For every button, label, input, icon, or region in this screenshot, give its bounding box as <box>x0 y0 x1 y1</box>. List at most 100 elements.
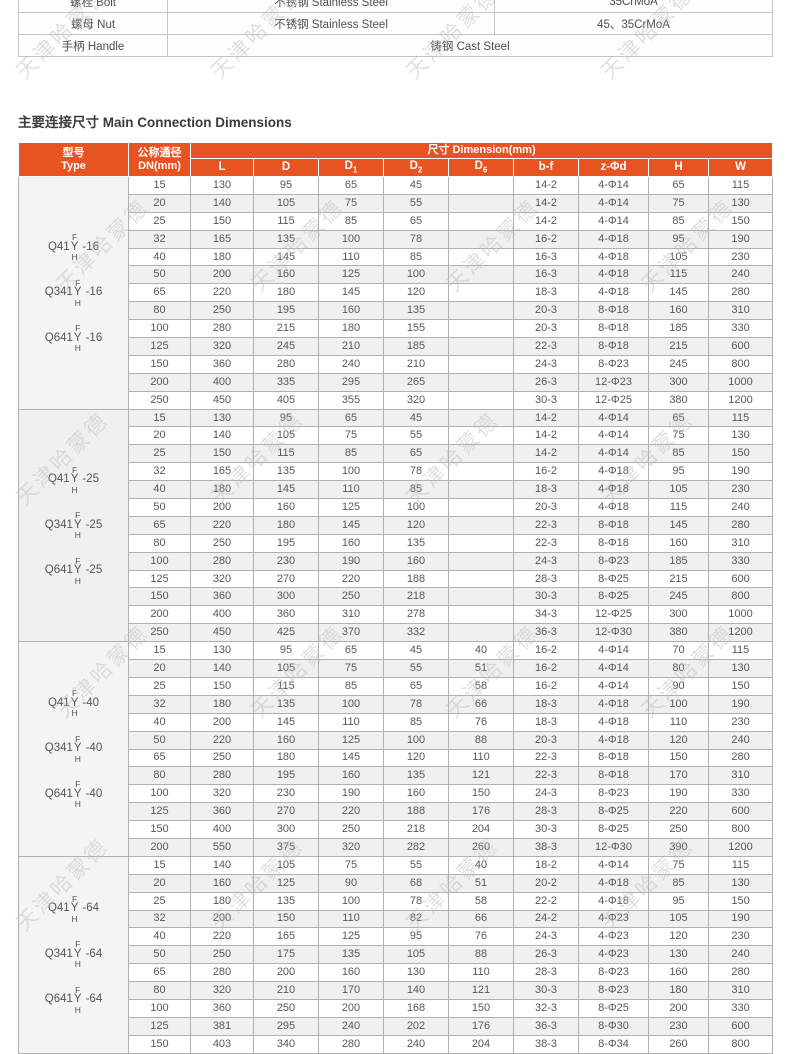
dim-cell: 202 <box>383 1016 449 1036</box>
model-letter: F <box>75 939 81 950</box>
model-letter: H <box>74 959 81 970</box>
dim-cell: 310 <box>707 981 774 1000</box>
dim-cell: 370 <box>318 623 384 643</box>
dim-cell: 14-2 <box>513 193 579 213</box>
dim-cell: 110 <box>648 712 709 732</box>
dim-cell: 240 <box>707 945 774 965</box>
dn-cell: 125 <box>128 569 191 589</box>
dim-cell: 40 <box>448 641 514 661</box>
dim-cell: 170 <box>648 766 709 786</box>
model-label: Q41 F Y H -25 <box>48 466 99 495</box>
dim-cell: 295 <box>318 372 384 392</box>
table-row: Q41 F Y H -25 Q341 F Y H -25 Q641 F Y H -25 15 130 95 65 45… <box>18 408 774 643</box>
dim-cell: 800 <box>707 820 774 839</box>
table-row: 80 250 195 160 135 22-3 8-Φ18 160 310 <box>19 533 774 553</box>
dim-cell: 14-2 <box>513 176 579 195</box>
dim-cell: 18-3 <box>513 694 579 714</box>
dim-cell: 230 <box>707 712 774 732</box>
dn-cell: 50 <box>128 265 191 285</box>
dim-cell: 4-Φ18 <box>578 873 649 893</box>
dim-cell: 240 <box>707 498 774 517</box>
dim-cell: 190 <box>707 909 774 929</box>
dim-cell: 330 <box>707 551 774 571</box>
table-row: 20 140 105 75 55 51 16-2 4-Φ14 80 130 <box>19 659 774 678</box>
dim-cell: 38-3 <box>513 837 579 857</box>
dim-cell: 332 <box>383 623 449 643</box>
model-letter: H <box>71 708 78 719</box>
dim-cell: 204 <box>448 820 514 839</box>
dim-cell: 150 <box>707 676 774 696</box>
dim-cell: 75 <box>318 855 384 875</box>
dim-cell <box>448 480 514 500</box>
dim-cell: 280 <box>707 748 774 768</box>
dim-cell <box>448 283 514 303</box>
dim-cell: 75 <box>318 426 384 446</box>
dn-cell: 50 <box>128 945 191 965</box>
table-row: 32 165 135 100 78 16-2 4-Φ18 95 190 <box>19 462 774 482</box>
model-letter: H <box>74 343 81 354</box>
dim-cell: 240 <box>707 730 774 750</box>
dim-cell: 155 <box>383 319 449 339</box>
dim-cell: 250 <box>190 945 254 965</box>
dim-cell: 95 <box>648 891 709 911</box>
dim-cell: 150 <box>253 909 319 929</box>
dim-cell: 600 <box>707 1016 774 1036</box>
catalog-page: { "watermark": { "text": "天津哈蒙德" }, "col… <box>12 0 774 1054</box>
dim-cell <box>448 623 514 643</box>
table-row: 50 220 160 125 100 88 20-3 4-Φ18 120 240 <box>19 730 774 750</box>
dim-cell: 195 <box>253 533 319 553</box>
dim-cell: 180 <box>318 319 384 339</box>
dim-cell: 16-2 <box>513 229 579 249</box>
dim-cell: 320 <box>190 569 254 589</box>
table-row: Q41 F Y H -64 Q341 F Y H -64 Q641 F Y H -64 15 140 105 75 5… <box>18 855 774 1054</box>
dim-cell: 4-Φ18 <box>578 694 649 714</box>
dim-cell: 135 <box>383 301 449 321</box>
dim-cell: 100 <box>383 265 449 285</box>
dim-cell: 176 <box>448 802 514 822</box>
dim-cell: 800 <box>707 354 774 374</box>
dim-cell: 300 <box>648 372 709 392</box>
model-letter: F <box>75 984 81 995</box>
dim-cell: 30-3 <box>513 587 579 607</box>
dim-cell: 250 <box>190 533 254 553</box>
dim-cell: 130 <box>707 193 774 213</box>
dn-cell: 15 <box>128 855 191 875</box>
dim-cell: 140 <box>190 426 254 446</box>
model-prefix: Q341 <box>44 286 73 299</box>
dim-cell: 230 <box>707 247 774 267</box>
dim-cell: 14-2 <box>513 211 579 231</box>
dim-cell: 78 <box>383 891 449 911</box>
dim-cell: 180 <box>253 515 319 535</box>
dim-cell: 4-Φ18 <box>578 712 649 732</box>
dim-cell: 90 <box>318 873 384 893</box>
dim-cell: 160 <box>648 533 709 553</box>
dim-cell: 78 <box>383 462 449 482</box>
dim-cell: 85 <box>648 873 709 893</box>
dn-cell: 20 <box>128 193 191 213</box>
dim-cell: 16-2 <box>513 676 579 696</box>
dim-cell: 8-Φ25 <box>578 820 649 839</box>
dim-cell: 180 <box>190 480 254 500</box>
dim-col-header: D1 <box>318 158 384 177</box>
dim-col-header: z-Φd <box>578 158 649 177</box>
dim-cell: 220 <box>648 802 709 822</box>
model-letter: Y <box>73 787 82 800</box>
model-prefix: Q341 <box>44 947 73 960</box>
model-letter: Y <box>70 902 79 915</box>
dn-cell: 20 <box>128 659 191 678</box>
dim-cell: 121 <box>448 981 514 1000</box>
dim-cell: 220 <box>190 515 254 535</box>
dim-col-header: D2 <box>383 158 449 177</box>
dim-cell: 250 <box>190 301 254 321</box>
table-row: 32 200 150 110 82 66 24-2 4-Φ23 105 190 <box>19 909 774 929</box>
dim-cell: 16-2 <box>513 462 579 482</box>
dn-cell: 100 <box>128 998 191 1018</box>
dim-cell <box>448 319 514 339</box>
table-row: 50 200 160 125 100 16-3 4-Φ18 115 240 <box>19 265 774 285</box>
dim-cell: 105 <box>648 247 709 267</box>
dim-cell: 220 <box>318 569 384 589</box>
